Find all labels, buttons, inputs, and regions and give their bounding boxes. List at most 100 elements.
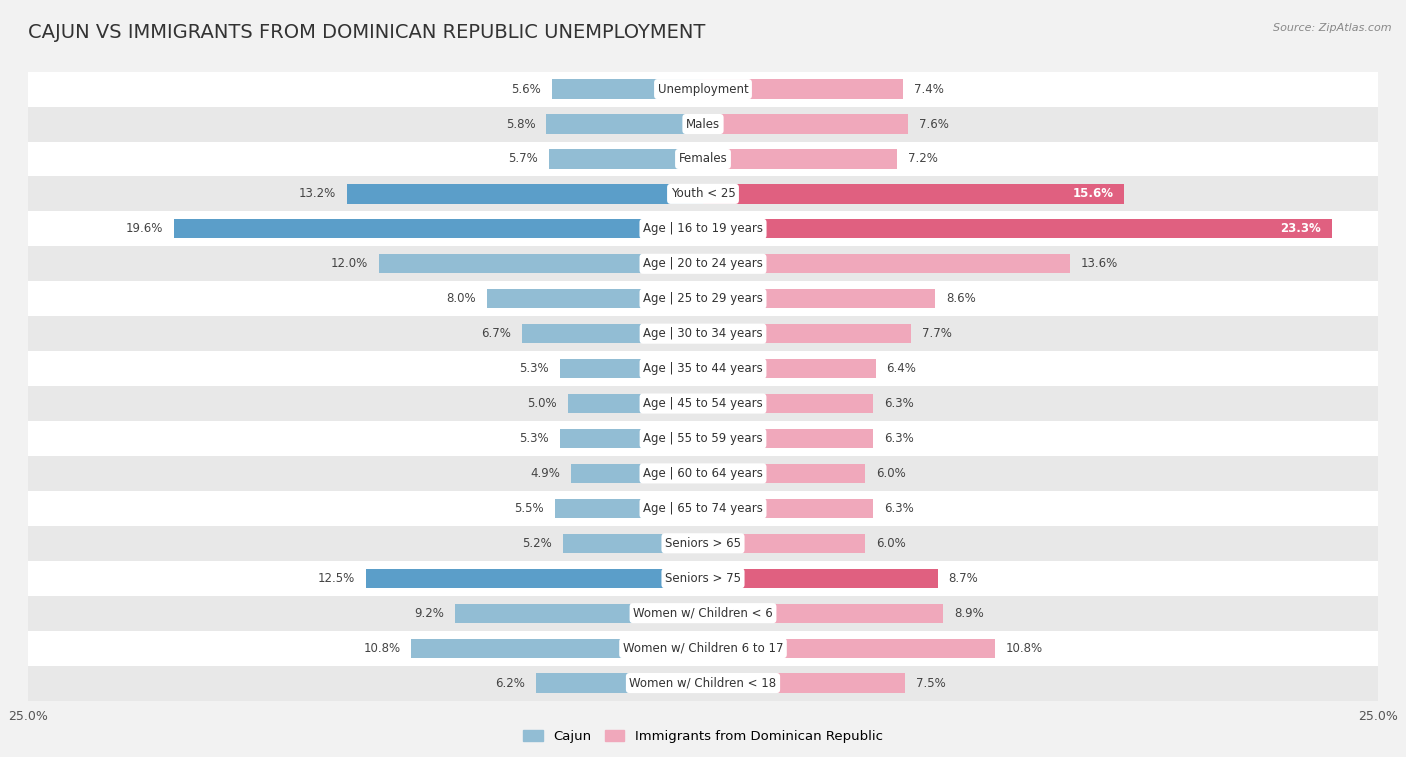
- Bar: [28, 142, 1378, 176]
- Text: 4.9%: 4.9%: [530, 467, 560, 480]
- Bar: [550, 149, 703, 169]
- Bar: [366, 569, 703, 588]
- Text: 5.3%: 5.3%: [519, 432, 550, 445]
- Bar: [703, 289, 935, 308]
- Text: 15.6%: 15.6%: [1073, 188, 1114, 201]
- Text: Women w/ Children < 18: Women w/ Children < 18: [630, 677, 776, 690]
- Text: 6.3%: 6.3%: [884, 502, 914, 515]
- Text: 7.5%: 7.5%: [917, 677, 946, 690]
- Bar: [703, 79, 903, 98]
- Text: Age | 25 to 29 years: Age | 25 to 29 years: [643, 292, 763, 305]
- Bar: [703, 603, 943, 623]
- Bar: [28, 526, 1378, 561]
- Bar: [703, 114, 908, 134]
- Text: 7.4%: 7.4%: [914, 83, 943, 95]
- Bar: [551, 79, 703, 98]
- Text: 5.8%: 5.8%: [506, 117, 536, 130]
- Text: CAJUN VS IMMIGRANTS FROM DOMINICAN REPUBLIC UNEMPLOYMENT: CAJUN VS IMMIGRANTS FROM DOMINICAN REPUB…: [28, 23, 706, 42]
- Bar: [571, 464, 703, 483]
- Bar: [560, 429, 703, 448]
- Bar: [703, 674, 905, 693]
- Text: Seniors > 65: Seniors > 65: [665, 537, 741, 550]
- Bar: [547, 114, 703, 134]
- Text: Females: Females: [679, 152, 727, 166]
- Text: Age | 20 to 24 years: Age | 20 to 24 years: [643, 257, 763, 270]
- Bar: [28, 665, 1378, 700]
- Bar: [28, 456, 1378, 491]
- Bar: [347, 184, 703, 204]
- Bar: [703, 324, 911, 343]
- Text: 6.3%: 6.3%: [884, 432, 914, 445]
- Bar: [28, 176, 1378, 211]
- Bar: [28, 386, 1378, 421]
- Bar: [454, 603, 703, 623]
- Bar: [28, 282, 1378, 316]
- Text: Age | 60 to 64 years: Age | 60 to 64 years: [643, 467, 763, 480]
- Bar: [703, 569, 938, 588]
- Text: 6.3%: 6.3%: [884, 397, 914, 410]
- Text: 5.0%: 5.0%: [527, 397, 557, 410]
- Bar: [412, 638, 703, 658]
- Bar: [380, 254, 703, 273]
- Text: 5.2%: 5.2%: [522, 537, 551, 550]
- Text: 5.3%: 5.3%: [519, 362, 550, 375]
- Text: 7.6%: 7.6%: [920, 117, 949, 130]
- Bar: [486, 289, 703, 308]
- Bar: [703, 499, 873, 518]
- Text: 5.5%: 5.5%: [515, 502, 544, 515]
- Text: 6.7%: 6.7%: [481, 327, 512, 340]
- Text: Age | 35 to 44 years: Age | 35 to 44 years: [643, 362, 763, 375]
- Bar: [703, 149, 897, 169]
- Text: 10.8%: 10.8%: [1005, 642, 1042, 655]
- Text: Age | 55 to 59 years: Age | 55 to 59 years: [643, 432, 763, 445]
- Text: 6.2%: 6.2%: [495, 677, 524, 690]
- Bar: [703, 534, 865, 553]
- Text: 12.0%: 12.0%: [330, 257, 368, 270]
- Text: 13.6%: 13.6%: [1081, 257, 1118, 270]
- Text: 6.4%: 6.4%: [887, 362, 917, 375]
- Text: 23.3%: 23.3%: [1281, 223, 1322, 235]
- Text: Youth < 25: Youth < 25: [671, 188, 735, 201]
- Bar: [28, 596, 1378, 631]
- Bar: [562, 534, 703, 553]
- Bar: [568, 394, 703, 413]
- Text: 8.7%: 8.7%: [949, 572, 979, 584]
- Text: Age | 45 to 54 years: Age | 45 to 54 years: [643, 397, 763, 410]
- Text: Source: ZipAtlas.com: Source: ZipAtlas.com: [1274, 23, 1392, 33]
- Text: 8.9%: 8.9%: [955, 606, 984, 620]
- Bar: [28, 72, 1378, 107]
- Bar: [703, 184, 1125, 204]
- Text: 19.6%: 19.6%: [125, 223, 163, 235]
- Text: Age | 30 to 34 years: Age | 30 to 34 years: [643, 327, 763, 340]
- Text: 12.5%: 12.5%: [318, 572, 354, 584]
- Text: 10.8%: 10.8%: [364, 642, 401, 655]
- Text: Seniors > 75: Seniors > 75: [665, 572, 741, 584]
- Text: 8.0%: 8.0%: [447, 292, 477, 305]
- Bar: [28, 107, 1378, 142]
- Bar: [28, 211, 1378, 246]
- Text: 8.6%: 8.6%: [946, 292, 976, 305]
- Text: Women w/ Children < 6: Women w/ Children < 6: [633, 606, 773, 620]
- Bar: [703, 394, 873, 413]
- Bar: [28, 491, 1378, 526]
- Text: 13.2%: 13.2%: [298, 188, 336, 201]
- Bar: [28, 351, 1378, 386]
- Bar: [703, 220, 1331, 238]
- Text: Age | 16 to 19 years: Age | 16 to 19 years: [643, 223, 763, 235]
- Bar: [522, 324, 703, 343]
- Bar: [174, 220, 703, 238]
- Bar: [28, 246, 1378, 282]
- Text: Age | 65 to 74 years: Age | 65 to 74 years: [643, 502, 763, 515]
- Text: 6.0%: 6.0%: [876, 467, 905, 480]
- Bar: [703, 429, 873, 448]
- Bar: [703, 638, 994, 658]
- Bar: [28, 421, 1378, 456]
- Bar: [703, 464, 865, 483]
- Text: Women w/ Children 6 to 17: Women w/ Children 6 to 17: [623, 642, 783, 655]
- Text: Unemployment: Unemployment: [658, 83, 748, 95]
- Text: 7.2%: 7.2%: [908, 152, 938, 166]
- Bar: [703, 359, 876, 378]
- Legend: Cajun, Immigrants from Dominican Republic: Cajun, Immigrants from Dominican Republi…: [517, 724, 889, 748]
- Bar: [28, 316, 1378, 351]
- Bar: [703, 254, 1070, 273]
